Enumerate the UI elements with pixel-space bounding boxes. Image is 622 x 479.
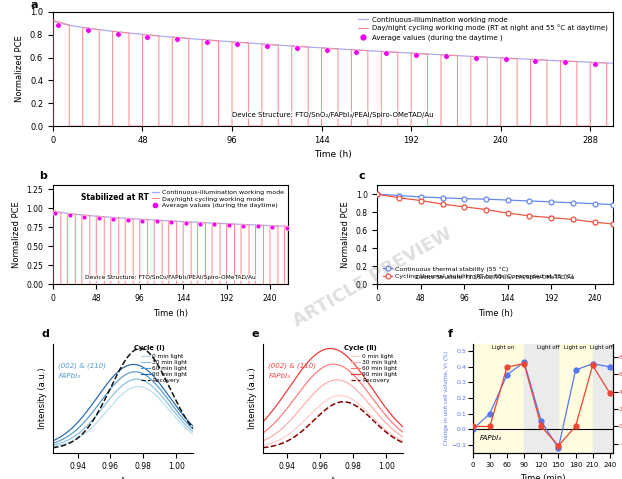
Continuous thermal stability (55 °C) xyxy=(547,199,555,205)
Text: ARTICLE PREVIEW: ARTICLE PREVIEW xyxy=(290,225,456,331)
Cycling thermal stability (RT to 55 °C, recorded at 55 °C) xyxy=(609,221,616,227)
Legend: Continuous-illumination working mode, Day/night cycling working mode, Average va: Continuous-illumination working mode, Da… xyxy=(151,188,285,209)
Text: c: c xyxy=(359,171,365,181)
X-axis label: q (Å⁻¹): q (Å⁻¹) xyxy=(109,477,137,479)
Continuous thermal stability (55 °C) xyxy=(569,200,577,205)
Continuous thermal stability (55 °C) xyxy=(482,196,490,202)
Legend: Continuous-illumination working mode, Day/night cycling working mode (RT at nigh: Continuous-illumination working mode, Da… xyxy=(356,15,609,42)
Cycling thermal stability (RT to 55 °C, recorded at 55 °C) xyxy=(439,201,447,207)
Cycling thermal stability (RT to 55 °C, recorded at 55 °C) xyxy=(591,219,598,225)
Text: Device Structure: FTO/SnO₂/FAPbI₃/PEAI/Spiro-OMeTAD/Au: Device Structure: FTO/SnO₂/FAPbI₃/PEAI/S… xyxy=(232,112,434,118)
Text: Light on: Light on xyxy=(493,344,514,350)
Continuous thermal stability (55 °C) xyxy=(526,198,533,204)
Continuous thermal stability (55 °C) xyxy=(609,202,616,207)
Text: FAPbI₃: FAPbI₃ xyxy=(269,374,290,379)
Text: d: d xyxy=(42,329,50,339)
Line: Continuous thermal stability (55 °C): Continuous thermal stability (55 °C) xyxy=(375,192,615,207)
Text: (002) & (110): (002) & (110) xyxy=(269,363,317,369)
Text: Light off: Light off xyxy=(537,344,560,350)
Cycling thermal stability (RT to 55 °C, recorded at 55 °C) xyxy=(482,206,490,212)
Continuous thermal stability (55 °C) xyxy=(460,196,468,202)
Text: (002) & (110): (002) & (110) xyxy=(58,363,106,369)
Text: Cycle (Ⅱ): Cycle (Ⅱ) xyxy=(344,344,377,351)
Continuous thermal stability (55 °C) xyxy=(439,195,447,201)
Legend: 0 min light, 30 min light, 60 min light, 90 min light, Recovery: 0 min light, 30 min light, 60 min light,… xyxy=(139,352,190,386)
Text: FAPbI₃: FAPbI₃ xyxy=(58,374,80,379)
Bar xyxy=(559,343,593,453)
X-axis label: Time (h): Time (h) xyxy=(478,308,513,318)
Text: e: e xyxy=(251,329,259,339)
Cycling thermal stability (RT to 55 °C, recorded at 55 °C) xyxy=(417,198,425,204)
Legend: 0 min light, 30 min light, 60 min light, 90 min light, Recovery: 0 min light, 30 min light, 60 min light,… xyxy=(349,352,400,386)
Text: Device Structure: FTO/SnO₂/FAPbI₃/PEAI/Spiro-OMeTAD/Au: Device Structure: FTO/SnO₂/FAPbI₃/PEAI/S… xyxy=(416,275,574,280)
Continuous thermal stability (55 °C) xyxy=(417,194,425,200)
Cycling thermal stability (RT to 55 °C, recorded at 55 °C) xyxy=(396,195,403,201)
Cycling thermal stability (RT to 55 °C, recorded at 55 °C) xyxy=(504,210,511,216)
Continuous thermal stability (55 °C) xyxy=(591,201,598,206)
Cycling thermal stability (RT to 55 °C, recorded at 55 °C) xyxy=(526,213,533,219)
Cycling thermal stability (RT to 55 °C, recorded at 55 °C) xyxy=(569,217,577,222)
Text: b: b xyxy=(39,171,47,181)
Y-axis label: Normalized PCE: Normalized PCE xyxy=(341,202,350,268)
X-axis label: Time (h): Time (h) xyxy=(153,308,188,318)
Text: FAPbI₃: FAPbI₃ xyxy=(480,434,502,441)
X-axis label: Time (min): Time (min) xyxy=(520,474,565,479)
Continuous thermal stability (55 °C) xyxy=(374,191,381,197)
Line: Cycling thermal stability (RT to 55 °C, recorded at 55 °C): Cycling thermal stability (RT to 55 °C, … xyxy=(375,192,615,227)
Bar xyxy=(524,343,559,453)
X-axis label: q (Å⁻¹): q (Å⁻¹) xyxy=(318,477,347,479)
Continuous thermal stability (55 °C) xyxy=(396,193,403,198)
Cycling thermal stability (RT to 55 °C, recorded at 55 °C) xyxy=(460,204,468,210)
Y-axis label: Intensity (a.u.): Intensity (a.u.) xyxy=(39,367,47,429)
Y-axis label: Normalized PCE: Normalized PCE xyxy=(12,202,21,268)
Cycling thermal stability (RT to 55 °C, recorded at 55 °C) xyxy=(374,191,381,197)
Text: a: a xyxy=(30,0,38,10)
Text: Cycle (Ⅰ): Cycle (Ⅰ) xyxy=(134,344,165,351)
Text: f: f xyxy=(448,329,453,339)
Y-axis label: Intensity (a.u.): Intensity (a.u.) xyxy=(248,367,258,429)
Text: Light off: Light off xyxy=(590,344,613,350)
Continuous thermal stability (55 °C) xyxy=(504,197,511,203)
Y-axis label: Change in unit cell volume, V₀ (%): Change in unit cell volume, V₀ (%) xyxy=(443,351,448,445)
Text: Stabilized at RT: Stabilized at RT xyxy=(81,193,149,202)
Bar xyxy=(593,343,613,453)
Bar xyxy=(473,343,524,453)
Legend: Continuous thermal stability (55 °C), Cycling thermal stability (RT to 55 °C, re: Continuous thermal stability (55 °C), Cy… xyxy=(381,263,576,281)
X-axis label: Time (h): Time (h) xyxy=(314,150,351,160)
Cycling thermal stability (RT to 55 °C, recorded at 55 °C) xyxy=(547,215,555,220)
Text: Light on: Light on xyxy=(564,344,586,350)
Text: Device Structure: FTO/SnO₂/FAPbI₃/PEAI/Spiro-OMeTAD/Au: Device Structure: FTO/SnO₂/FAPbI₃/PEAI/S… xyxy=(85,275,256,280)
Y-axis label: Normalized PCE: Normalized PCE xyxy=(16,35,24,103)
